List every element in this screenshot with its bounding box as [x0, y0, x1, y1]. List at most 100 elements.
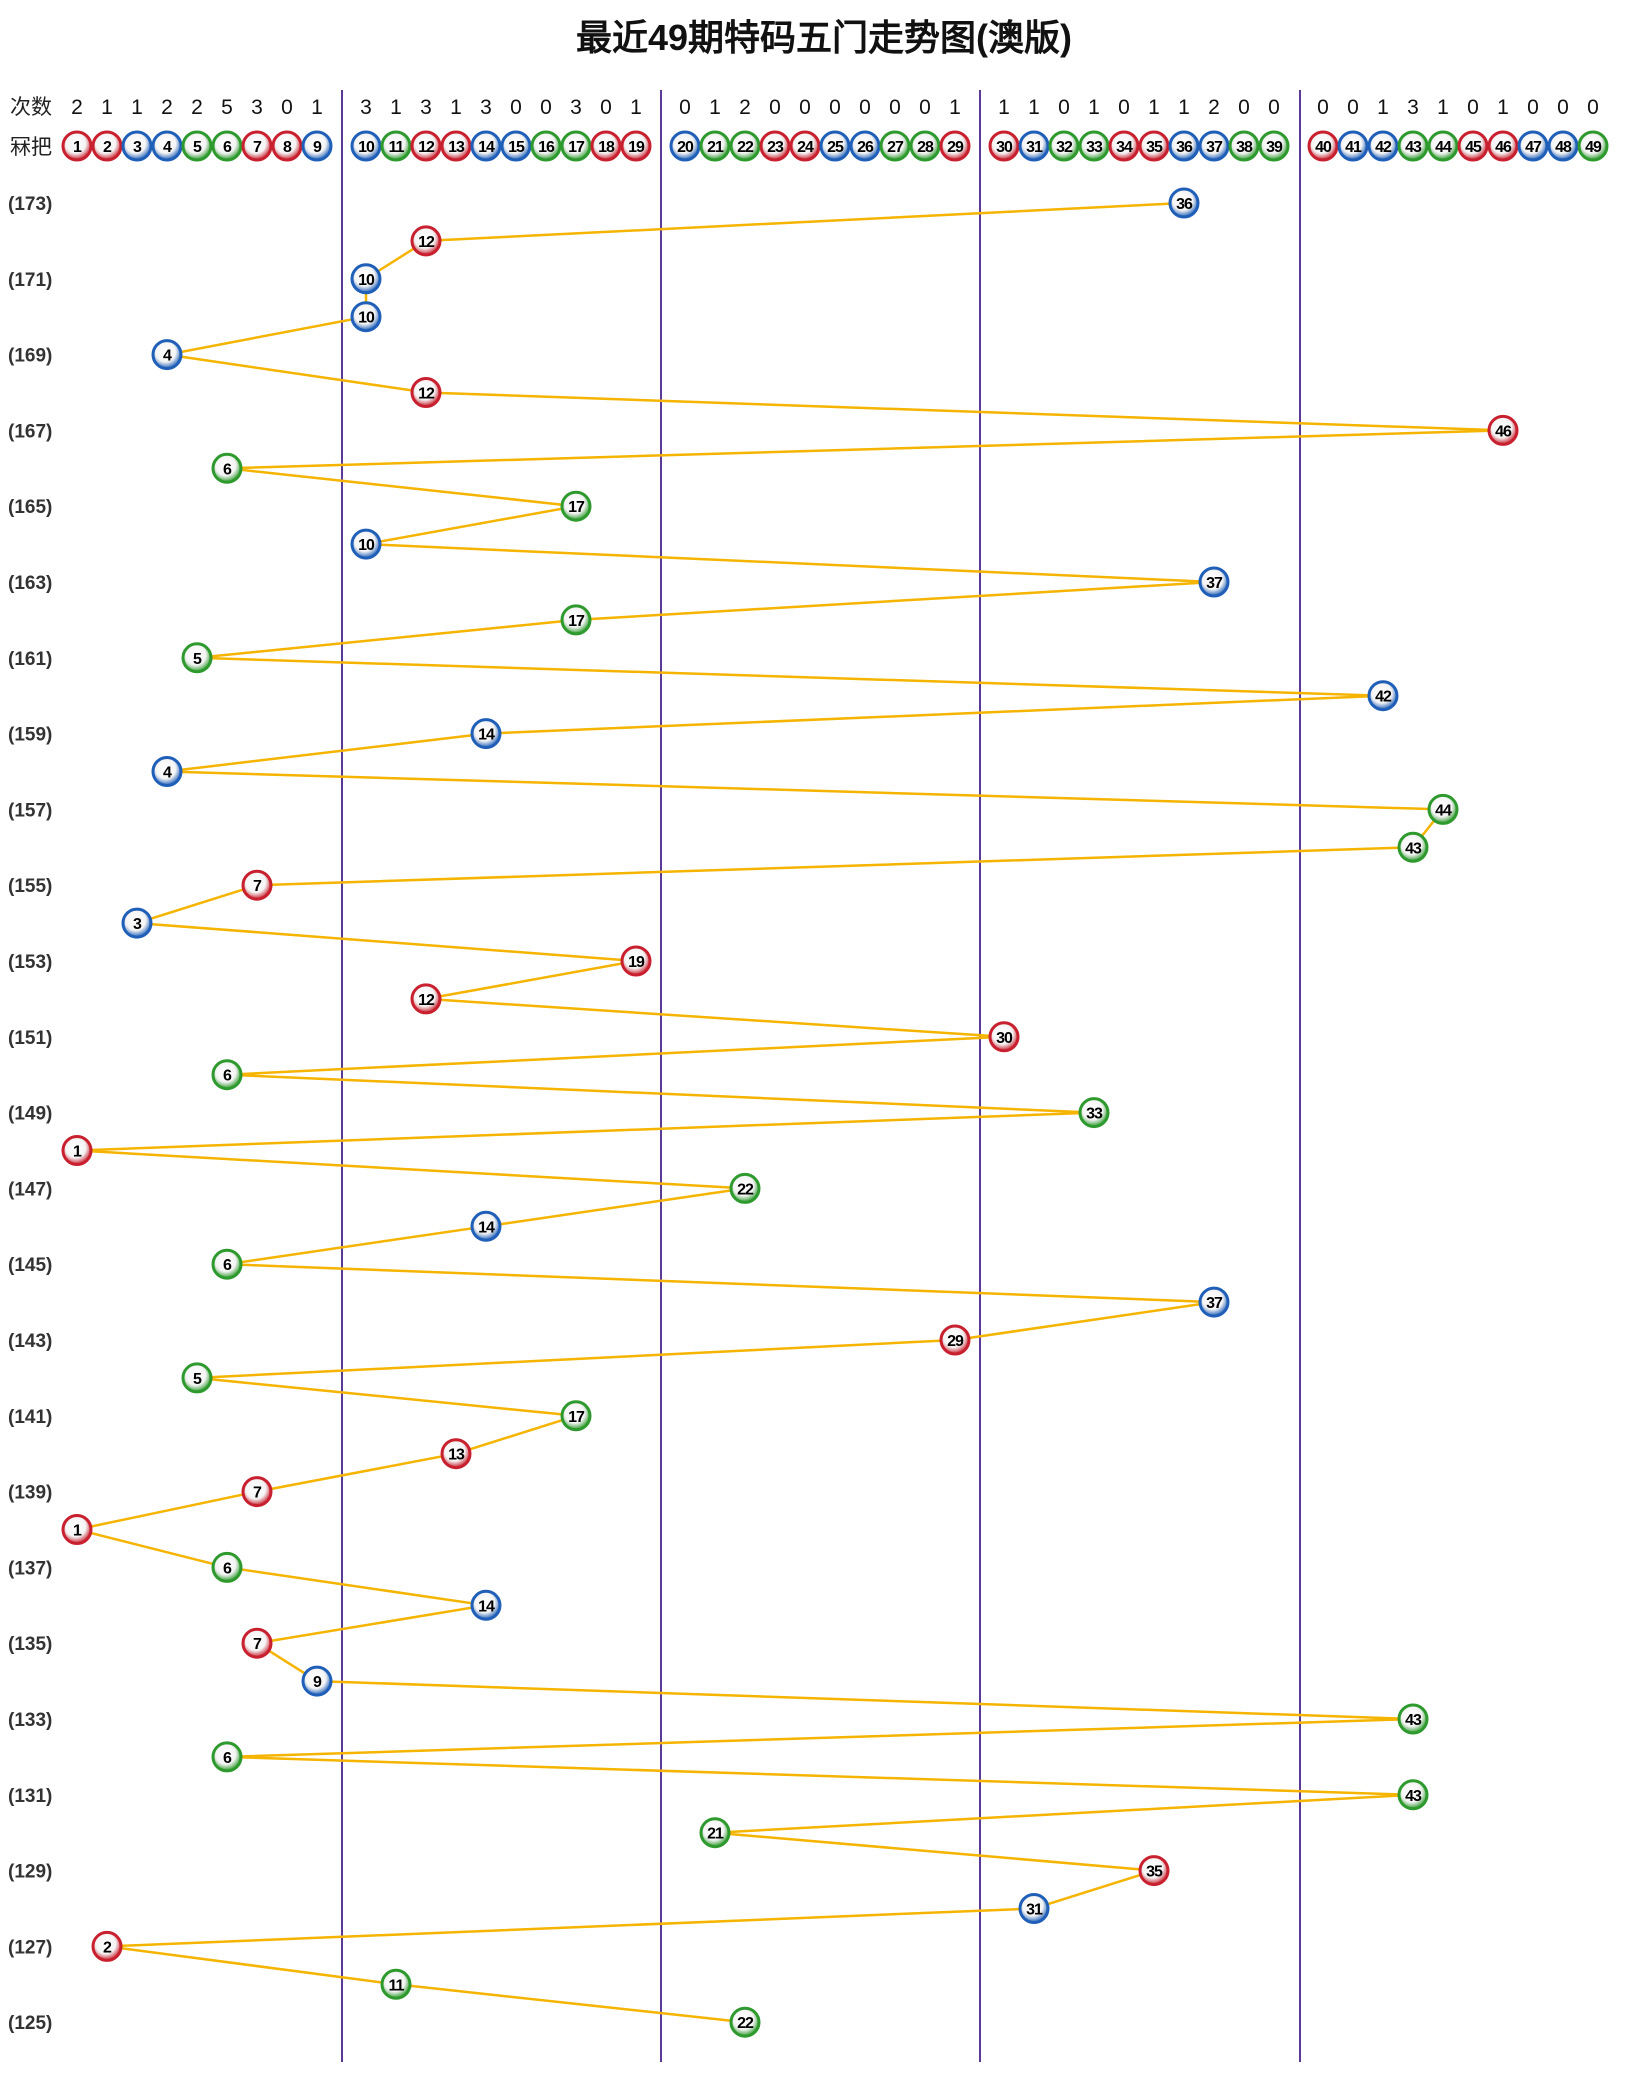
draw-ball-127: 2 — [91, 1930, 123, 1962]
count-15: 0 — [510, 96, 522, 119]
ball-number: 46 — [1495, 139, 1512, 156]
ball-number: 45 — [1465, 139, 1482, 156]
ball-number: 44 — [1435, 802, 1452, 819]
ball-number: 22 — [737, 1181, 754, 1198]
draw-ball-172: 12 — [410, 225, 442, 257]
draw-ball-169: 4 — [151, 339, 183, 371]
ball-number: 7 — [253, 1485, 262, 1502]
ball-circle — [350, 301, 382, 333]
ball-circle — [301, 1665, 333, 1697]
period-label: (125) — [8, 2013, 52, 2034]
count-22: 2 — [739, 96, 751, 119]
chart-title: 最近49期特码五门走势图(澳版) — [576, 17, 1072, 58]
ball-number: 3 — [133, 139, 142, 156]
period-label: (169) — [8, 346, 52, 367]
ball-number: 23 — [767, 139, 784, 156]
ball-circle — [1018, 130, 1050, 162]
count-41: 0 — [1347, 96, 1359, 119]
count-21: 1 — [709, 96, 721, 119]
ball-number: 2 — [103, 139, 112, 156]
count-19: 1 — [630, 96, 642, 119]
ball-number: 11 — [389, 139, 405, 156]
ball-circle — [699, 130, 731, 162]
ball-circle — [350, 528, 382, 560]
ball-circle — [91, 130, 123, 162]
ball-number: 14 — [478, 727, 495, 744]
draw-ball-170: 10 — [350, 301, 382, 333]
count-row-label: 次数 — [10, 96, 52, 119]
ball-circle — [1198, 130, 1230, 162]
ball-number: 6 — [223, 1257, 232, 1274]
header-ball-35: 35 — [1138, 130, 1170, 162]
draw-ball-154: 3 — [121, 907, 153, 939]
header-ball-26: 26 — [849, 130, 881, 162]
ball-number: 49 — [1585, 139, 1602, 156]
ball-number: 46 — [1495, 423, 1512, 440]
ball-circle — [1138, 1855, 1170, 1887]
ball-circle — [440, 130, 472, 162]
ball-circle — [1168, 130, 1200, 162]
period-label: (165) — [8, 497, 52, 518]
ball-number: 36 — [1176, 139, 1193, 156]
count-9: 1 — [311, 96, 323, 119]
draw-ball-164: 10 — [350, 528, 382, 560]
header-ball-27: 27 — [879, 130, 911, 162]
header-ball-19: 19 — [620, 130, 652, 162]
ball-number: 6 — [223, 1560, 232, 1577]
period-label: (127) — [8, 1937, 52, 1958]
period-label: (133) — [8, 1710, 52, 1731]
period-label: (129) — [8, 1862, 52, 1883]
number-row-label: 冧把 — [10, 136, 52, 159]
header-ball-40: 40 — [1307, 130, 1339, 162]
ball-circle — [410, 983, 442, 1015]
count-34: 0 — [1118, 96, 1130, 119]
ball-circle — [350, 263, 382, 295]
ball-number: 9 — [313, 1674, 322, 1691]
count-42: 1 — [1377, 96, 1389, 119]
trend-line — [76, 201, 1504, 2024]
draw-ball-125: 22 — [729, 2006, 761, 2038]
ball-circle — [560, 490, 592, 522]
header-ball-4: 4 — [151, 130, 183, 162]
ball-number: 9 — [313, 139, 322, 156]
count-11: 1 — [390, 96, 402, 119]
header-ball-13: 13 — [440, 130, 472, 162]
ball-number: 25 — [827, 139, 844, 156]
draw-ball-157: 44 — [1427, 793, 1459, 825]
ball-circle — [211, 1248, 243, 1280]
ball-circle — [1337, 130, 1369, 162]
ball-number: 41 — [1345, 139, 1362, 156]
period-label: (155) — [8, 876, 52, 897]
ball-number: 29 — [947, 139, 964, 156]
ball-number: 1 — [73, 1523, 82, 1540]
ball-circle — [939, 130, 971, 162]
count-43: 3 — [1407, 96, 1419, 119]
header-ball-3: 3 — [121, 130, 153, 162]
draw-ball-152: 12 — [410, 983, 442, 1015]
period-label: (139) — [8, 1483, 52, 1504]
ball-circle — [1427, 793, 1459, 825]
ball-number: 7 — [253, 1636, 262, 1653]
draw-ball-134: 9 — [301, 1665, 333, 1697]
count-36: 1 — [1178, 96, 1190, 119]
ball-circle — [121, 907, 153, 939]
header-ball-33: 33 — [1078, 130, 1110, 162]
ball-number: 35 — [1146, 1864, 1163, 1881]
count-46: 1 — [1497, 96, 1509, 119]
count-4: 2 — [161, 96, 173, 119]
ball-number: 37 — [1206, 139, 1223, 156]
ball-number: 12 — [418, 992, 435, 1009]
count-26: 0 — [859, 96, 871, 119]
draw-ball-151: 30 — [988, 1021, 1020, 1053]
count-37: 2 — [1208, 96, 1220, 119]
draw-ball-130: 21 — [699, 1817, 731, 1849]
draw-ball-166: 6 — [211, 452, 243, 484]
draw-ball-155: 7 — [241, 869, 273, 901]
ball-circle — [1228, 130, 1260, 162]
header-ball-22: 22 — [729, 130, 761, 162]
ball-number: 1 — [73, 1144, 82, 1161]
ball-number: 43 — [1405, 1788, 1422, 1805]
ball-circle — [909, 130, 941, 162]
ball-circle — [500, 130, 532, 162]
header-ball-21: 21 — [699, 130, 731, 162]
